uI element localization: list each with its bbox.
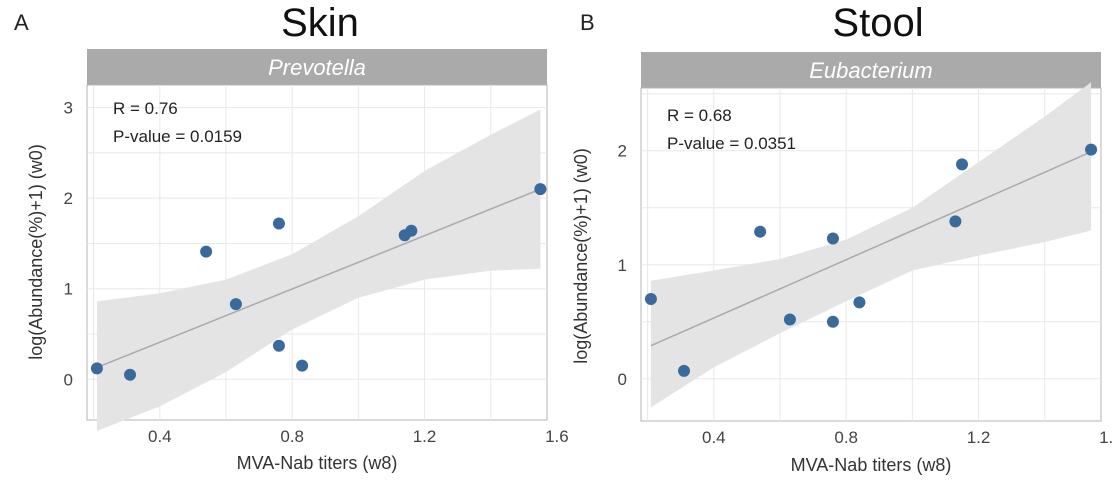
data-point bbox=[956, 158, 969, 171]
data-point bbox=[405, 224, 418, 237]
regression-line bbox=[96, 188, 541, 369]
data-point bbox=[783, 313, 796, 326]
fit-line-group bbox=[96, 188, 541, 369]
data-point bbox=[229, 298, 242, 311]
p-value-text: P-value = 0.0351 bbox=[667, 134, 796, 153]
panel-letter: B bbox=[580, 10, 595, 35]
data-point bbox=[826, 232, 839, 245]
x-tick-label: 0.8 bbox=[280, 427, 304, 446]
data-points bbox=[644, 143, 1098, 377]
y-tick-label: 0 bbox=[64, 370, 73, 389]
x-tick-label: 0.4 bbox=[148, 427, 172, 446]
y-tick-label: 2 bbox=[64, 189, 73, 208]
confidence-band-group bbox=[650, 82, 1092, 408]
y-tick-labels: 0 1 2 3 bbox=[64, 99, 73, 390]
data-point bbox=[754, 225, 767, 238]
x-axis-label: MVA-Nab titers (w8) bbox=[237, 453, 398, 473]
facet-label: Prevotella bbox=[268, 55, 366, 80]
y-axis-label: log(Abundance(%)+1) (w0) bbox=[26, 144, 46, 360]
data-point bbox=[534, 183, 547, 196]
data-points bbox=[90, 183, 547, 381]
r-value-text: R = 0.76 bbox=[113, 99, 178, 118]
confidence-band-group bbox=[96, 109, 541, 431]
data-point bbox=[826, 315, 839, 328]
y-tick-label: 2 bbox=[618, 142, 627, 161]
panel-title: Stool bbox=[832, 1, 923, 45]
panel-title: Skin bbox=[281, 1, 359, 45]
x-tick-labels: 0.4 0.8 1.2 1.6 bbox=[148, 427, 569, 446]
x-tick-label: 1.6 bbox=[545, 427, 569, 446]
r-value-text: R = 0.68 bbox=[667, 106, 732, 125]
y-tick-label: 3 bbox=[64, 99, 73, 118]
data-point bbox=[272, 339, 285, 352]
data-point bbox=[200, 245, 213, 258]
data-point bbox=[1085, 143, 1098, 156]
y-tick-label: 0 bbox=[618, 370, 627, 389]
data-point bbox=[272, 217, 285, 230]
y-tick-labels: 0 1 2 bbox=[618, 142, 627, 389]
x-tick-label: 1.6 bbox=[1099, 428, 1112, 447]
x-tick-labels: 0.4 0.8 1.2 1.6 bbox=[702, 428, 1112, 447]
y-tick-label: 1 bbox=[618, 256, 627, 275]
facet-strip bbox=[641, 52, 1101, 88]
panel-letter: A bbox=[14, 10, 29, 35]
confidence-band bbox=[96, 109, 541, 431]
facet-strip bbox=[87, 49, 547, 85]
x-tick-label: 1.2 bbox=[967, 428, 991, 447]
data-point bbox=[90, 362, 103, 375]
data-point bbox=[124, 368, 137, 381]
panel-b: B Stool Eubacterium 0.4 0.8 1.2 1.6 0 1 2 R =… bbox=[571, 1, 1112, 475]
x-axis-label: MVA-Nab titers (w8) bbox=[791, 455, 952, 475]
y-tick-label: 1 bbox=[64, 280, 73, 299]
data-point bbox=[296, 359, 309, 372]
facet-label: Eubacterium bbox=[809, 58, 933, 83]
y-axis-label: log(Abundance(%)+1) (w0) bbox=[571, 148, 591, 364]
data-point bbox=[853, 296, 866, 309]
x-tick-label: 0.4 bbox=[702, 428, 726, 447]
confidence-band bbox=[650, 82, 1092, 408]
fit-line-group bbox=[650, 151, 1092, 347]
data-point bbox=[644, 292, 657, 305]
p-value-text: P-value = 0.0159 bbox=[113, 127, 242, 146]
panel-a: A Skin Prevotella 0.4 0.8 1.2 1.6 0 1 2 3 R = … bbox=[14, 1, 569, 473]
data-point bbox=[949, 215, 962, 228]
x-tick-label: 0.8 bbox=[834, 428, 858, 447]
data-point bbox=[678, 364, 691, 377]
x-tick-label: 1.2 bbox=[413, 427, 437, 446]
regression-line bbox=[650, 151, 1092, 347]
